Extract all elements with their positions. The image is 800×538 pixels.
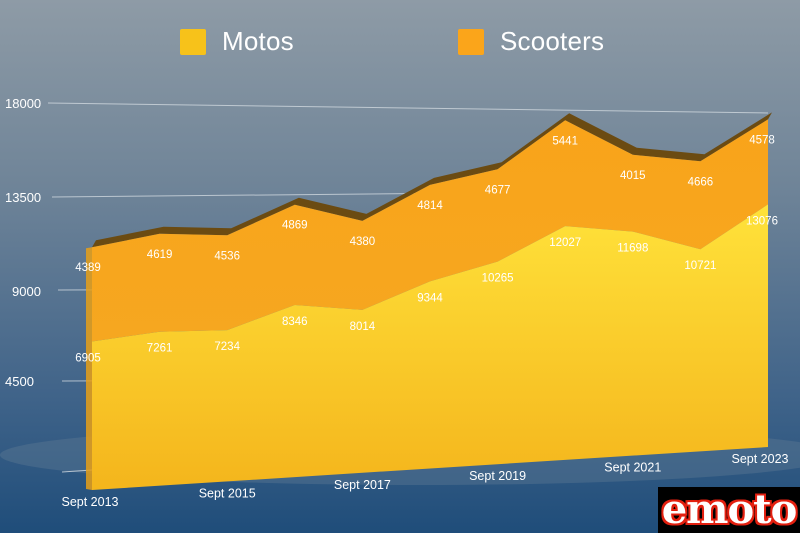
data-label-motos-2: 7234 bbox=[214, 341, 240, 353]
legend-swatch-scooters bbox=[458, 28, 484, 55]
data-label-scooters-3: 4869 bbox=[282, 220, 308, 232]
scooters-area-rim bbox=[92, 112, 772, 248]
legend-swatch-motos bbox=[180, 28, 206, 55]
y-tick-label-18000: 18000 bbox=[5, 96, 41, 111]
x-tick-label-2: Sept 2017 bbox=[334, 478, 391, 492]
data-label-scooters-6: 4677 bbox=[485, 184, 511, 196]
legend-item-motos: Motos bbox=[180, 26, 294, 57]
emoto-logo-text: emoto bbox=[661, 486, 798, 533]
data-label-scooters-7: 5441 bbox=[552, 135, 578, 147]
data-label-motos-3: 8346 bbox=[282, 316, 308, 328]
data-label-motos-5: 9344 bbox=[417, 292, 443, 304]
data-label-scooters-4: 4380 bbox=[350, 236, 376, 248]
emoto-logo: emoto bbox=[658, 487, 800, 533]
data-label-motos-7: 12027 bbox=[549, 237, 581, 249]
series-area-motos bbox=[92, 204, 768, 490]
data-label-motos-10: 13076 bbox=[746, 215, 778, 227]
gridline-18000 bbox=[47, 102, 769, 114]
legend-label-motos: Motos bbox=[222, 26, 294, 56]
data-label-scooters-0: 4389 bbox=[75, 262, 101, 274]
left-edge-face bbox=[86, 247, 92, 490]
y-tick-label-13500: 13500 bbox=[5, 190, 41, 205]
x-tick-label-3: Sept 2019 bbox=[469, 469, 526, 483]
data-label-scooters-9: 4666 bbox=[688, 176, 714, 188]
data-label-motos-9: 10721 bbox=[684, 260, 716, 272]
data-label-motos-0: 6905 bbox=[75, 353, 101, 365]
data-label-motos-6: 10265 bbox=[482, 273, 514, 285]
y-tick-label-9000: 9000 bbox=[12, 284, 41, 299]
data-label-motos-4: 8014 bbox=[350, 321, 376, 333]
data-label-scooters-5: 4814 bbox=[417, 200, 443, 212]
data-label-scooters-2: 4536 bbox=[214, 250, 240, 262]
data-label-scooters-1: 4619 bbox=[147, 249, 173, 261]
data-label-scooters-10: 4578 bbox=[749, 134, 775, 146]
y-tick-label-4500: 4500 bbox=[5, 374, 34, 389]
x-tick-label-0: Sept 2013 bbox=[62, 495, 119, 509]
data-label-scooters-8: 4015 bbox=[620, 170, 646, 182]
series-area-scooters bbox=[92, 119, 768, 342]
legend-label-scooters: Scooters bbox=[500, 26, 605, 56]
legend-item-scooters: Scooters bbox=[458, 26, 604, 57]
x-tick-label-1: Sept 2015 bbox=[199, 486, 256, 500]
data-label-motos-8: 11698 bbox=[617, 243, 648, 255]
data-label-motos-1: 7261 bbox=[147, 343, 173, 355]
gridline-13500 bbox=[51, 192, 471, 198]
x-tick-label-4: Sept 2021 bbox=[604, 461, 661, 475]
x-tick-label-5: Sept 2023 bbox=[732, 452, 789, 466]
legend: Motos Scooters bbox=[0, 26, 800, 60]
